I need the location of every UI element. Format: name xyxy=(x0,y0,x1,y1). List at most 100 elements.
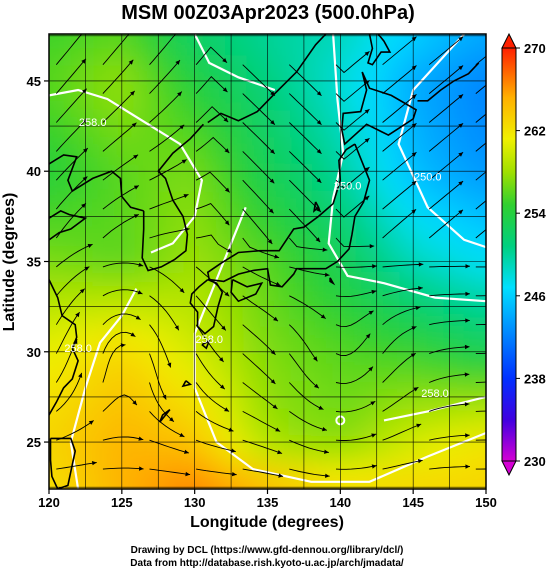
field-cell xyxy=(114,380,137,409)
streamline-arrowhead xyxy=(458,181,464,186)
x-tick-label: 145 xyxy=(402,495,424,510)
field-cell xyxy=(245,55,268,84)
streamline-arrowhead xyxy=(368,366,373,372)
streamline xyxy=(475,200,486,210)
field-cell xyxy=(332,298,356,327)
field-cell xyxy=(267,34,290,57)
field-cell xyxy=(398,516,421,544)
streamline xyxy=(149,228,190,239)
x-tick-label: 125 xyxy=(111,495,133,510)
field-cell xyxy=(267,326,290,355)
streamline-arrowhead xyxy=(324,272,330,277)
field-cell xyxy=(441,488,465,489)
streamline xyxy=(475,84,486,94)
streamline-arrowhead xyxy=(364,167,370,172)
field-cell xyxy=(441,190,465,219)
field-cell xyxy=(49,434,72,463)
streamline-arrowhead xyxy=(464,344,470,350)
field-cell xyxy=(310,82,334,111)
field-cell xyxy=(157,190,181,219)
streamline-arrowhead xyxy=(275,281,281,286)
streamline xyxy=(288,382,324,410)
field-cell xyxy=(245,326,268,355)
field-cell xyxy=(157,353,181,382)
field-cell xyxy=(310,136,334,165)
streamline-arrowhead xyxy=(273,316,278,322)
field-cell xyxy=(201,109,225,138)
field-cell xyxy=(441,244,465,273)
field-cell xyxy=(49,271,50,300)
field-cell xyxy=(419,34,443,57)
field-cell xyxy=(5,380,28,408)
field-cell xyxy=(135,380,159,409)
field-cell xyxy=(419,461,443,489)
streamline-arrowhead xyxy=(370,401,376,406)
streamline xyxy=(102,90,136,123)
streamline xyxy=(429,346,470,355)
field-cell xyxy=(201,380,225,409)
field-cell xyxy=(463,298,486,327)
streamline-arrowhead xyxy=(371,464,377,469)
field-cell xyxy=(463,163,486,192)
field-cell xyxy=(441,109,465,138)
field-cell xyxy=(179,55,203,84)
streamline-arrowhead xyxy=(183,194,189,199)
field-cell xyxy=(245,136,268,165)
streamline xyxy=(335,333,371,356)
streamline-arrowhead xyxy=(270,379,276,384)
field-cell xyxy=(49,190,50,219)
streamline xyxy=(335,433,377,441)
streamline xyxy=(55,266,90,297)
streamline xyxy=(242,122,276,155)
field-cell xyxy=(419,326,443,355)
streamline xyxy=(195,106,229,123)
field-cell xyxy=(267,109,290,138)
field-cell xyxy=(441,55,465,84)
streamline xyxy=(102,436,144,441)
streamline xyxy=(55,58,87,94)
streamline xyxy=(382,459,423,470)
field-cell xyxy=(49,353,72,382)
streamline xyxy=(102,185,140,210)
contour-labels: 258.0 258.0 258.0 250.0 250.0 258.0 xyxy=(64,117,448,400)
streamline xyxy=(55,176,88,210)
field-cell xyxy=(288,82,312,111)
field-cell xyxy=(223,353,247,382)
streamline xyxy=(195,46,228,65)
field-cell xyxy=(201,298,225,327)
field-cell xyxy=(157,434,181,463)
field-cell xyxy=(463,217,486,246)
field-cell xyxy=(267,298,290,327)
field-cell xyxy=(332,326,356,355)
field-cell xyxy=(288,190,312,219)
streamline-arrowhead xyxy=(416,423,422,428)
field-cell xyxy=(288,109,312,138)
streamline xyxy=(382,151,417,181)
streamline-arrowhead xyxy=(224,187,230,193)
field-cell xyxy=(49,34,72,57)
field-cell xyxy=(288,163,312,192)
streamline xyxy=(195,171,230,193)
field-cell xyxy=(419,190,443,219)
streamline xyxy=(289,439,329,453)
field-cell xyxy=(114,326,137,355)
field-cell xyxy=(419,136,443,165)
field-cell xyxy=(398,109,421,138)
streamline-arrowhead xyxy=(91,461,97,466)
field-cell xyxy=(310,55,334,84)
x-axis-label: Longitude (degrees) xyxy=(190,514,344,531)
streamline xyxy=(289,468,330,477)
streamline-arrowhead xyxy=(465,291,470,297)
streamline xyxy=(102,154,139,181)
streamline xyxy=(382,65,417,94)
field-cell xyxy=(70,136,94,165)
field-cell xyxy=(201,163,225,192)
field-cell xyxy=(463,55,486,84)
field-cell xyxy=(223,380,247,409)
streamline xyxy=(56,243,93,268)
field-cell xyxy=(310,434,334,463)
streamline-arrowhead xyxy=(82,176,88,182)
field-cell xyxy=(158,516,181,544)
colorbar-tick-label: 246 xyxy=(524,289,546,304)
field-cell xyxy=(267,407,290,436)
